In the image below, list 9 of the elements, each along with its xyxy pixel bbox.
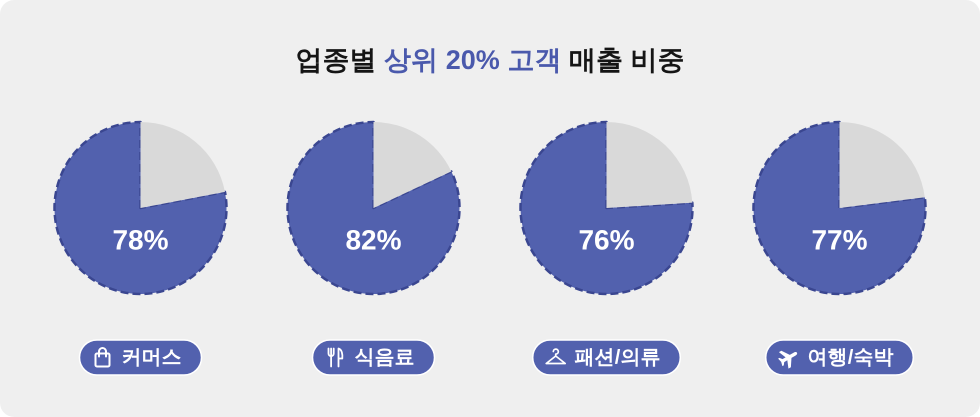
text: 식음료 (354, 346, 414, 368)
text: 업종별 상위 20% 고객 매출 비중 (296, 45, 684, 75)
text: 패션/의류 (574, 346, 660, 368)
text: 커머스 (122, 346, 182, 368)
data-label: 77% (811, 224, 868, 256)
data-label: 78% (112, 224, 169, 256)
data-label: 76% (578, 224, 635, 256)
data-label: 82% (345, 224, 402, 256)
text: 여행/숙박 (808, 346, 894, 368)
